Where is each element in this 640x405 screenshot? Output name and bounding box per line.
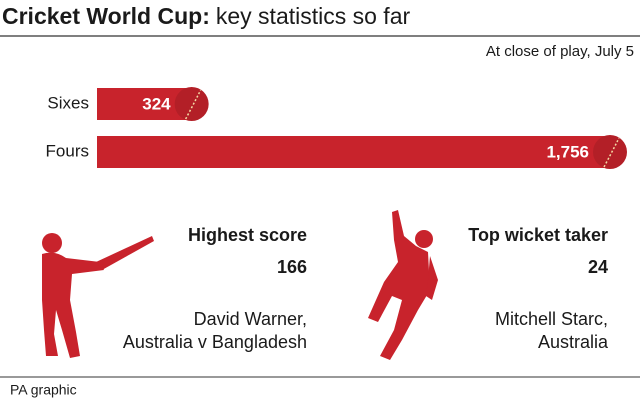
- stat-heading: Highest score: [188, 225, 307, 245]
- ball-seam: [603, 137, 620, 168]
- stat-heading: Top wicket taker: [468, 225, 608, 245]
- bowler-icon: [368, 210, 438, 360]
- category-label: Fours: [46, 141, 89, 160]
- footer: PA graphic: [10, 382, 77, 398]
- stat-value: 24: [588, 257, 608, 277]
- value-label: 324: [142, 94, 171, 113]
- ball: [593, 135, 627, 169]
- title: Cricket World Cup: key statistics so far: [2, 3, 410, 29]
- value-label: 1,756: [546, 142, 589, 161]
- stat-value: 166: [277, 257, 307, 277]
- stat-detail: Mitchell Starc,: [495, 309, 608, 329]
- note: At close of play, July 5: [486, 43, 634, 60]
- subtitle: key statistics so far: [216, 3, 411, 29]
- bar: [97, 136, 610, 168]
- title-bold: Cricket World Cup:: [2, 3, 210, 29]
- stat-detail: David Warner,: [194, 309, 307, 329]
- category-label: Sixes: [47, 93, 89, 112]
- stat-detail: Australia v Bangladesh: [123, 332, 307, 352]
- stat-detail: Australia: [538, 332, 609, 352]
- ball-seam: [184, 89, 202, 120]
- ball: [174, 87, 209, 121]
- batsman-icon: [42, 233, 154, 358]
